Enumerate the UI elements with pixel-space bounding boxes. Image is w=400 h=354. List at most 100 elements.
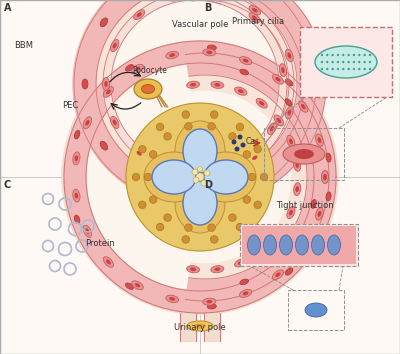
Ellipse shape	[274, 115, 284, 126]
Ellipse shape	[296, 235, 308, 255]
Text: B: B	[204, 3, 211, 13]
Ellipse shape	[249, 153, 260, 162]
Ellipse shape	[224, 165, 230, 169]
Ellipse shape	[73, 152, 80, 165]
Circle shape	[321, 68, 323, 70]
Circle shape	[140, 185, 144, 189]
Ellipse shape	[276, 231, 281, 236]
Ellipse shape	[286, 49, 293, 62]
Circle shape	[236, 223, 244, 231]
Polygon shape	[294, 103, 338, 251]
Ellipse shape	[249, 13, 260, 23]
Ellipse shape	[75, 193, 78, 199]
Ellipse shape	[183, 181, 217, 225]
Ellipse shape	[272, 74, 284, 84]
Bar	[242, 226, 356, 264]
Polygon shape	[305, 109, 326, 245]
Ellipse shape	[286, 268, 293, 275]
Circle shape	[369, 54, 371, 56]
Circle shape	[342, 61, 344, 63]
Circle shape	[337, 61, 339, 63]
Circle shape	[234, 147, 240, 152]
Ellipse shape	[169, 297, 175, 301]
Circle shape	[332, 54, 334, 56]
Polygon shape	[74, 109, 95, 245]
Ellipse shape	[287, 206, 295, 219]
Ellipse shape	[187, 266, 200, 273]
Ellipse shape	[168, 167, 181, 174]
Ellipse shape	[220, 163, 233, 171]
Circle shape	[254, 201, 262, 209]
Bar	[0, 177, 200, 354]
Ellipse shape	[134, 79, 162, 99]
Circle shape	[185, 122, 192, 130]
Ellipse shape	[204, 160, 248, 194]
Polygon shape	[75, 0, 232, 204]
Ellipse shape	[252, 16, 257, 20]
Ellipse shape	[296, 186, 299, 192]
Circle shape	[192, 169, 198, 175]
Circle shape	[156, 123, 164, 131]
Circle shape	[266, 180, 270, 184]
Ellipse shape	[106, 259, 111, 264]
Ellipse shape	[85, 228, 90, 234]
Text: Tight junction: Tight junction	[276, 201, 334, 211]
Ellipse shape	[243, 291, 248, 295]
Circle shape	[198, 166, 202, 171]
Ellipse shape	[211, 169, 217, 173]
Circle shape	[358, 54, 360, 56]
Ellipse shape	[240, 57, 252, 65]
Ellipse shape	[283, 144, 325, 164]
Ellipse shape	[110, 116, 119, 129]
Ellipse shape	[289, 210, 293, 215]
Ellipse shape	[168, 0, 181, 1]
Ellipse shape	[102, 78, 110, 91]
Circle shape	[182, 236, 190, 243]
Ellipse shape	[103, 257, 114, 267]
Circle shape	[196, 173, 204, 181]
Circle shape	[136, 157, 140, 161]
Ellipse shape	[281, 67, 285, 73]
Ellipse shape	[311, 200, 316, 208]
Text: C: C	[4, 180, 11, 190]
Ellipse shape	[211, 81, 224, 88]
Circle shape	[208, 122, 215, 130]
Ellipse shape	[312, 235, 324, 255]
Ellipse shape	[285, 248, 292, 255]
Circle shape	[337, 54, 339, 56]
FancyBboxPatch shape	[300, 27, 392, 97]
Ellipse shape	[259, 249, 264, 253]
Ellipse shape	[275, 273, 280, 277]
Circle shape	[236, 123, 244, 131]
Ellipse shape	[169, 53, 175, 57]
Circle shape	[321, 54, 323, 56]
Circle shape	[229, 132, 236, 140]
Ellipse shape	[240, 69, 248, 75]
Circle shape	[254, 191, 258, 195]
Circle shape	[86, 63, 314, 291]
Ellipse shape	[135, 67, 140, 71]
Text: Ca⁺: Ca⁺	[246, 137, 260, 145]
Ellipse shape	[197, 171, 203, 175]
Circle shape	[364, 54, 366, 56]
Circle shape	[193, 177, 199, 183]
FancyBboxPatch shape	[240, 224, 358, 266]
Ellipse shape	[206, 51, 212, 54]
Ellipse shape	[183, 129, 217, 173]
Ellipse shape	[187, 81, 200, 88]
Circle shape	[240, 143, 246, 148]
Polygon shape	[189, 75, 307, 279]
Circle shape	[348, 61, 350, 63]
Ellipse shape	[252, 8, 258, 12]
Ellipse shape	[103, 87, 114, 97]
Ellipse shape	[240, 289, 252, 297]
Polygon shape	[62, 103, 106, 251]
Ellipse shape	[259, 101, 264, 105]
Circle shape	[138, 201, 146, 209]
Circle shape	[353, 61, 355, 63]
Circle shape	[182, 111, 190, 118]
Ellipse shape	[149, 183, 159, 189]
Ellipse shape	[294, 183, 301, 195]
Ellipse shape	[211, 266, 224, 273]
Text: Vascular pole: Vascular pole	[172, 20, 228, 29]
